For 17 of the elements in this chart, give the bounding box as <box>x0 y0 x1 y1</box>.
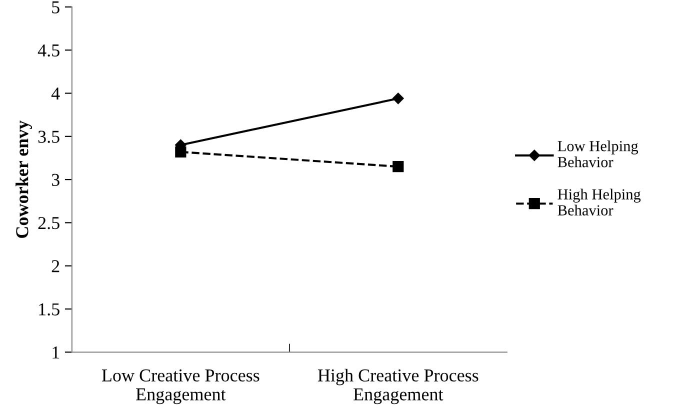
point <box>392 92 404 104</box>
y-tick-label: 2 <box>52 260 60 272</box>
y-tick-label: 3 <box>52 174 60 186</box>
y-tick-label: 5 <box>52 1 60 14</box>
y-axis-title: Coworker envy <box>16 120 32 238</box>
x-tick-label: Low Creative Process Engagement <box>102 369 260 404</box>
y-tick-label: 1 <box>52 346 60 358</box>
legend-label: Low Helping Behavior <box>558 140 638 168</box>
point <box>392 161 404 172</box>
y-tick-label: 4 <box>51 88 60 100</box>
y-tick-label: 3.5 <box>38 130 60 143</box>
legend-label: High Helping Behavior <box>558 188 641 216</box>
x-tick-label: High Creative Process Engagement <box>318 368 478 404</box>
y-tick-label: 1.5 <box>39 303 60 316</box>
point <box>175 146 186 158</box>
y-tick-label: 4.5 <box>38 44 60 57</box>
y-tick-label: 2.5 <box>38 217 60 230</box>
